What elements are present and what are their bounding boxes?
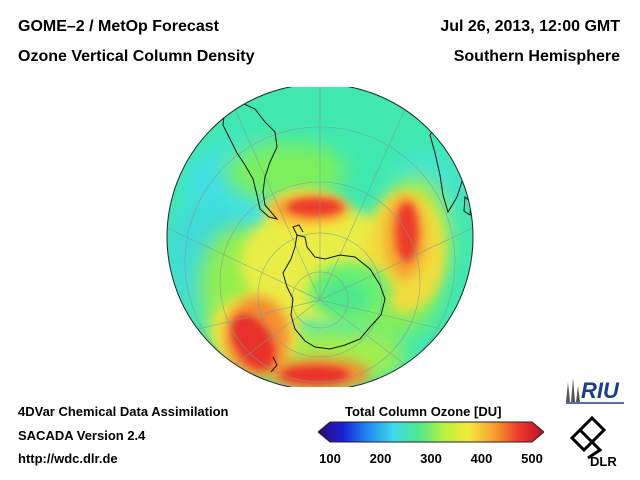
riu-logo-text: RIU [581, 378, 620, 403]
colorbar-tick-label: 400 [470, 451, 493, 466]
ozone-globe-map [166, 87, 474, 387]
title-right-2: Southern Hemisphere [453, 48, 620, 65]
colorbar-tick-label: 100 [319, 451, 341, 466]
colorbar-title: Total Column Ozone [DU] [345, 404, 502, 419]
colorbar-tick-label: 300 [420, 451, 442, 466]
colorbar-gradient [318, 421, 544, 443]
colorbar-tick-label: 200 [369, 451, 392, 466]
dlr-logo: DLR [569, 415, 617, 469]
dlr-logo-text: DLR [590, 454, 617, 469]
footer-line-1: 4DVar Chemical Data Assimilation [18, 404, 229, 419]
title-right-1: Jul 26, 2013, 12:00 GMT [440, 18, 620, 35]
title-left-1: GOME–2 / MetOp Forecast [18, 18, 219, 35]
colorbar-tick-label: 500 [521, 451, 543, 466]
globe-outline [166, 87, 474, 387]
riu-logo: RIU [566, 378, 624, 404]
title-left-2: Ozone Vertical Column Density [18, 48, 255, 65]
footer-url-link[interactable]: http://wdc.dlr.de [18, 451, 118, 466]
footer-line-2: SACADA Version 2.4 [18, 428, 146, 443]
graticule [167, 87, 473, 387]
colorbar [318, 421, 544, 443]
